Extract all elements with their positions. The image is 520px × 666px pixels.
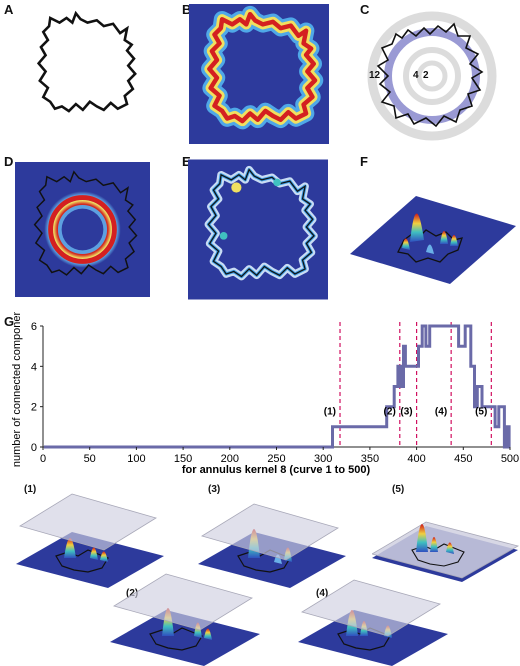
x-axis-label: for annulus kernel 8 (curve 1 to 500) — [182, 464, 371, 476]
bottom-panel-3 — [198, 503, 346, 588]
panel-f-surface-3d — [350, 196, 516, 284]
x-tick-label: 400 — [407, 453, 425, 465]
panel-e-product-heatmap — [188, 159, 328, 300]
bottom-panel-2 — [110, 573, 260, 666]
connected-components-chart: (1) (2) (3) (4) (5) 0 50 100 150 200 250 300 350 400… — [11, 312, 519, 476]
ring-label-12: 12 — [369, 70, 381, 81]
series-line — [43, 324, 511, 449]
x-tick-label: 0 — [40, 453, 46, 465]
panel-c-rings — [367, 11, 497, 141]
ring-label-2: 2 — [423, 70, 429, 81]
panel-a-contour — [37, 12, 137, 113]
x-tick-label: 200 — [221, 453, 239, 465]
y-axis-label: number of connected components — [11, 312, 23, 467]
panel-label-g: G — [4, 314, 15, 329]
y-tick-label: 4 — [31, 361, 37, 373]
panel-label-c: C — [360, 2, 370, 17]
x-tick-label: 150 — [174, 453, 192, 465]
panel-label-e: E — [182, 154, 191, 169]
x-tick-label: 300 — [314, 453, 332, 465]
bottom-panel-1 — [16, 493, 164, 588]
bottom-panel-label-2: (2) — [126, 588, 139, 599]
marker-label: (2) — [384, 407, 396, 418]
x-tick-label: 450 — [454, 453, 472, 465]
panel-label-f: F — [360, 154, 368, 169]
ring-label-4: 4 — [413, 70, 419, 81]
bottom-panel-label-5: (5) — [392, 484, 405, 495]
marker-label: (4) — [435, 407, 447, 418]
bottom-panel-5 — [372, 521, 520, 582]
y-tick-label: 6 — [31, 321, 37, 333]
panel-label-d: D — [4, 154, 14, 169]
marker-label: (1) — [324, 407, 336, 418]
marker-label: (3) — [400, 407, 412, 418]
panel-label-a: A — [4, 2, 14, 17]
x-tick-label: 350 — [361, 453, 379, 465]
bottom-panel-label-3: (3) — [208, 484, 221, 495]
panel-b-heatmap — [189, 4, 329, 144]
x-tick-label: 500 — [501, 453, 519, 465]
bottom-panel-label-1: (1) — [24, 484, 37, 495]
marker-label: (5) — [475, 407, 487, 418]
bottom-panel-label-4: (4) — [316, 588, 329, 599]
panel-label-b: B — [182, 2, 192, 17]
panel-d-annulus-heatmap — [15, 162, 150, 297]
x-tick-label: 250 — [267, 453, 285, 465]
y-tick-label: 0 — [31, 442, 37, 454]
y-tick-label: 2 — [31, 402, 37, 414]
x-tick-label: 100 — [127, 453, 145, 465]
x-tick-label: 50 — [84, 453, 96, 465]
bottom-panel-4 — [298, 579, 448, 666]
